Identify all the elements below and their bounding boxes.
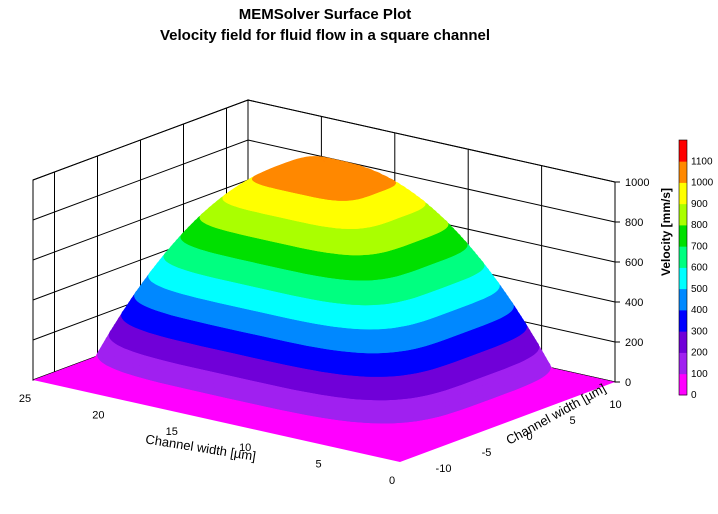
x-axis-label: Channel width [µm] <box>144 431 257 463</box>
z-tick-label: 200 <box>625 337 643 349</box>
x-tick-label: 25 <box>19 393 31 405</box>
y-tick-label: -10 <box>436 463 452 475</box>
colorbar-swatch <box>679 140 687 162</box>
x-tick-label: 10 <box>239 442 251 454</box>
colorbar-swatch <box>679 246 687 268</box>
colorbar: 0 100 200 300 400 500 600 700 800 900 1000 1100 <box>678 139 714 401</box>
colorbar-label: Velocity [mm/s] <box>659 188 673 276</box>
colorbar-tick-label: 700 <box>691 241 708 252</box>
colorbar-tick-label: 500 <box>691 284 708 295</box>
colorbar-tick-label: 600 <box>691 263 708 274</box>
colorbar-tick-label: 1000 <box>691 178 714 189</box>
z-tick-label: 600 <box>625 257 643 269</box>
colorbar-tick-label: 800 <box>691 220 708 231</box>
z-tick-label: 0 <box>625 377 631 389</box>
colorbar-swatch <box>679 352 687 375</box>
x-tick-label: 5 <box>316 459 322 471</box>
colorbar-swatch <box>679 288 687 311</box>
y-tick-label: -5 <box>482 447 492 459</box>
colorbar-swatch <box>679 182 687 205</box>
x-tick-label: 15 <box>166 426 178 438</box>
z-tick-label: 400 <box>625 297 643 309</box>
x-tick-label: 20 <box>92 409 104 421</box>
y-tick-label: 5 <box>569 415 575 427</box>
y-tick-label: 10 <box>609 399 621 411</box>
colorbar-swatch <box>679 225 687 247</box>
colorbar-swatch <box>679 267 687 290</box>
colorbar-tick-label: 400 <box>691 305 708 316</box>
chart-title: MEMSolver Surface Plot <box>238 6 412 23</box>
colorbar-swatch <box>679 161 687 183</box>
colorbar-swatch <box>679 331 687 353</box>
colorbar-tick-label: 900 <box>691 199 708 210</box>
colorbar-tick-label: 100 <box>691 369 708 380</box>
colorbar-swatch <box>679 373 687 396</box>
x-tick-label: 0 <box>389 475 395 487</box>
colorbar-tick-label: 300 <box>691 326 708 337</box>
z-tick-label: 1000 <box>625 177 649 189</box>
z-axis-ticks: 0 200 400 600 800 1000 <box>615 177 649 389</box>
chart-subtitle: Velocity field for fluid flow in a squar… <box>159 27 491 44</box>
y-axis-ticks: -10 -5 0 5 10 <box>436 399 622 475</box>
colorbar-tick-label: 0 <box>691 390 697 401</box>
velocity-surface <box>86 156 562 447</box>
x-axis-ticks: 0 5 10 15 20 25 <box>19 393 395 487</box>
colorbar-swatch <box>679 310 687 332</box>
band-shell <box>294 156 354 173</box>
colorbar-frame <box>678 139 688 396</box>
colorbar-tick-label: 200 <box>691 348 708 359</box>
z-tick-label: 800 <box>625 217 643 229</box>
colorbar-swatch <box>679 203 687 226</box>
colorbar-tick-label: 1100 <box>691 156 713 167</box>
y-tick-label: 0 <box>526 431 532 443</box>
